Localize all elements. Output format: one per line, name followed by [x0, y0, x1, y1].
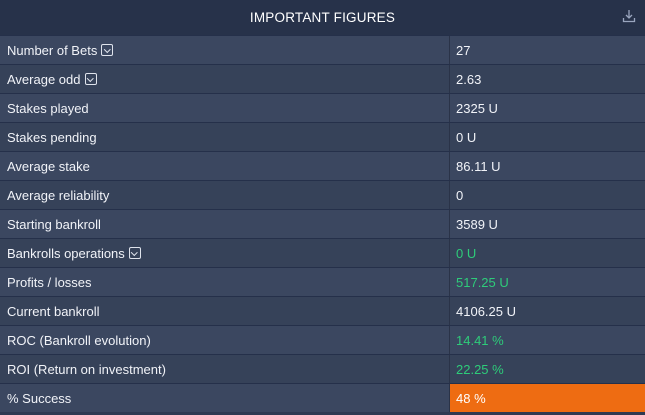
figures-table: Number of Bets 27 Average odd 2.63 Stake… — [0, 35, 645, 412]
panel-header: IMPORTANT FIGURES — [0, 0, 645, 36]
row-label-text: Average stake — [7, 158, 90, 174]
row-label-text: Number of Bets — [7, 42, 98, 58]
row-value: 2.63 — [456, 71, 482, 87]
row-bankrolls-operations: Bankrolls operations 0 U — [0, 238, 645, 267]
success-badge: 48 % — [450, 384, 645, 412]
row-label: Profits / losses — [0, 268, 450, 296]
row-current-bankroll: Current bankroll 4106.25 U — [0, 296, 645, 325]
chevron-down-icon[interactable] — [101, 44, 114, 56]
row-starting-bankroll: Starting bankroll 3589 U — [0, 209, 645, 238]
row-success: % Success 48 % — [0, 383, 645, 412]
row-label-text: Average odd — [7, 71, 81, 87]
row-label: Stakes pending — [0, 123, 450, 151]
row-value: 0 U — [456, 129, 477, 145]
row-stakes-played: Stakes played 2325 U — [0, 93, 645, 122]
row-label: Number of Bets — [0, 36, 450, 64]
row-label: ROC (Bankroll evolution) — [0, 326, 450, 354]
row-label: Starting bankroll — [0, 210, 450, 238]
row-value: 86.11 U — [456, 158, 501, 174]
row-roi: ROI (Return on investment) 22.25 % — [0, 354, 645, 383]
chevron-down-icon[interactable] — [128, 247, 141, 259]
row-label-text: Bankrolls operations — [7, 245, 125, 261]
row-label-text: ROC (Bankroll evolution) — [7, 332, 151, 348]
row-number-of-bets: Number of Bets 27 — [0, 35, 645, 64]
row-label-text: Current bankroll — [7, 303, 100, 319]
row-label: Average reliability — [0, 181, 450, 209]
row-value: 27 — [456, 42, 471, 58]
panel-title: IMPORTANT FIGURES — [249, 10, 396, 25]
row-label: Current bankroll — [0, 297, 450, 325]
row-stakes-pending: Stakes pending 0 U — [0, 122, 645, 151]
row-label: % Success — [0, 384, 450, 412]
row-average-odd: Average odd 2.63 — [0, 64, 645, 93]
row-value: 22.25 % — [456, 361, 504, 377]
download-icon[interactable] — [621, 8, 637, 24]
row-label: Average odd — [0, 65, 450, 93]
row-average-reliability: Average reliability 0 — [0, 180, 645, 209]
row-profits-losses: Profits / losses 517.25 U — [0, 267, 645, 296]
row-value: 4106.25 U — [456, 303, 516, 319]
row-value: 0 — [456, 187, 464, 203]
row-label-text: Starting bankroll — [7, 216, 101, 232]
row-label: Stakes played — [0, 94, 450, 122]
row-label-text: Profits / losses — [7, 274, 92, 290]
row-label-text: ROI (Return on investment) — [7, 361, 166, 377]
row-label: ROI (Return on investment) — [0, 355, 450, 383]
chevron-down-icon[interactable] — [84, 73, 97, 85]
row-label-text: Stakes played — [7, 100, 89, 116]
row-value: 517.25 U — [456, 274, 509, 290]
row-label-text: % Success — [7, 390, 72, 406]
row-value: 0 U — [456, 245, 477, 261]
row-label-text: Average reliability — [7, 187, 110, 203]
row-label: Bankrolls operations — [0, 239, 450, 267]
row-value: 14.41 % — [456, 332, 504, 348]
row-value: 3589 U — [456, 216, 498, 232]
row-label-text: Stakes pending — [7, 129, 97, 145]
row-roc: ROC (Bankroll evolution) 14.41 % — [0, 325, 645, 354]
row-average-stake: Average stake 86.11 U — [0, 151, 645, 180]
row-value: 2325 U — [456, 100, 498, 116]
row-label: Average stake — [0, 152, 450, 180]
